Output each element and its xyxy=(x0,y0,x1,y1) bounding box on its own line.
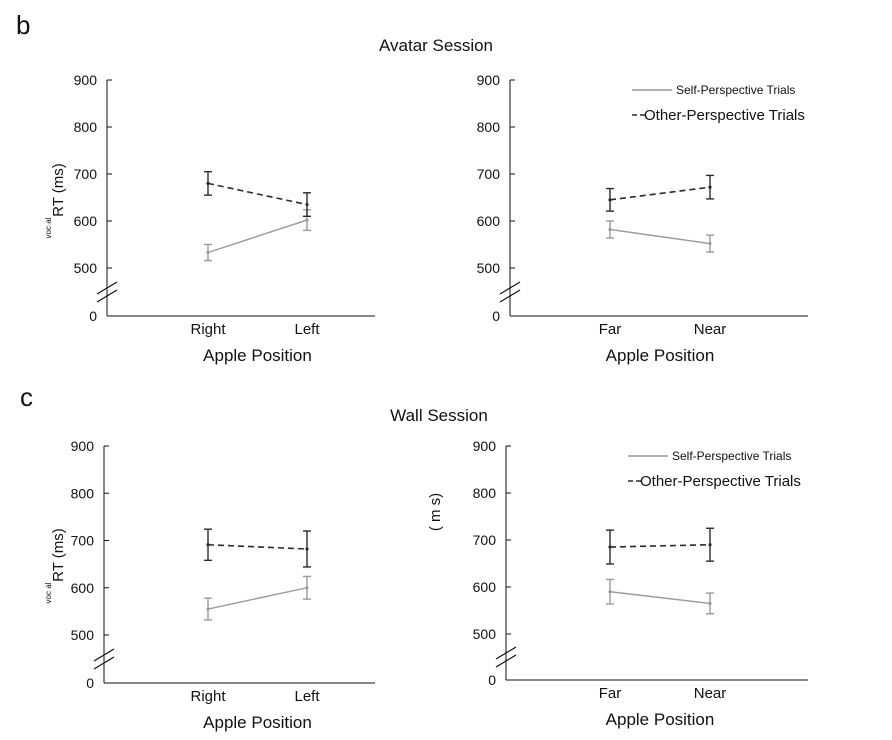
y-tick-label: 900 xyxy=(477,72,501,88)
self-data-point xyxy=(305,218,309,222)
other-data-point xyxy=(608,198,612,202)
y-axis-label-subscript: voc al xyxy=(44,582,53,603)
y-tick-label: 0 xyxy=(488,672,496,688)
y-tick-label: 900 xyxy=(473,438,497,454)
x-tick-label: Right xyxy=(190,688,226,705)
x-axis-label: Apple Position xyxy=(606,710,715,729)
panel-letter-c: c xyxy=(20,382,33,412)
other-data-point xyxy=(708,543,712,547)
axis-break-mark xyxy=(93,648,115,662)
y-tick-label: 600 xyxy=(74,213,98,229)
other-data-point xyxy=(305,202,309,207)
x-tick-label: Far xyxy=(599,321,622,338)
self-data-point xyxy=(608,227,612,232)
y-tick-label: 700 xyxy=(74,166,98,182)
self-data-point xyxy=(206,607,210,611)
self-series-line xyxy=(207,219,308,254)
other-series-line xyxy=(609,543,711,548)
y-tick-label: 800 xyxy=(74,119,98,135)
other-data-point xyxy=(206,181,210,185)
y-tick-label: 800 xyxy=(473,485,497,501)
other-data-point xyxy=(708,185,712,189)
axis-break-mark xyxy=(96,281,118,295)
y-axis-label: RT (ms) xyxy=(50,163,67,217)
other-series-line xyxy=(207,543,308,550)
axis-break-mark xyxy=(96,289,118,303)
x-axis-label: Apple Position xyxy=(203,713,312,732)
x-tick-label: Left xyxy=(294,321,320,338)
y-tick-label: 500 xyxy=(74,260,98,276)
x-axis-label: Apple Position xyxy=(203,346,312,365)
axis-break-mark xyxy=(499,289,521,303)
y-tick-label: 500 xyxy=(473,626,497,642)
y-tick-label: 900 xyxy=(74,72,98,88)
session-title-avatar: Avatar Session xyxy=(379,36,493,55)
y-tick-label: 700 xyxy=(473,532,497,548)
x-tick-label: Left xyxy=(294,688,320,705)
x-tick-label: Near xyxy=(694,321,727,338)
y-axis-label: RT (ms) xyxy=(50,528,67,582)
legend-other-label: Other-Perspective Trials xyxy=(644,107,805,124)
session-title-wall: Wall Session xyxy=(390,406,488,425)
y-tick-label: 600 xyxy=(71,580,95,596)
legend-self-label: Self-Perspective Trials xyxy=(672,449,791,463)
y-tick-label: 700 xyxy=(477,166,501,182)
legend-other-label: Other-Perspective Trials xyxy=(640,473,801,490)
y-tick-label: 800 xyxy=(71,485,95,501)
y-tick-label: 800 xyxy=(477,119,501,135)
y-tick-label: 500 xyxy=(71,627,95,643)
self-data-point xyxy=(708,601,712,606)
axis-break-mark xyxy=(495,646,517,660)
x-tick-label: Near xyxy=(694,685,727,702)
panel-letter-b: b xyxy=(16,10,30,40)
y-tick-label: 0 xyxy=(492,308,500,324)
self-data-point xyxy=(206,250,210,255)
axis-break-mark xyxy=(93,656,115,670)
legend-self-label: Self-Perspective Trials xyxy=(676,83,795,97)
other-series-line xyxy=(609,186,711,201)
y-axis-label: ( m s) xyxy=(427,493,444,531)
y-tick-label: 700 xyxy=(71,533,95,549)
y-tick-label: 600 xyxy=(477,213,501,229)
self-data-point xyxy=(708,241,712,246)
axis-break-mark xyxy=(499,281,521,295)
y-tick-label: 500 xyxy=(477,260,501,276)
self-series-line xyxy=(609,591,711,605)
x-axis-label: Apple Position xyxy=(606,346,715,365)
chart-panel: 0 500 600 700 800 900 Right Left Apple Position R… xyxy=(44,72,375,365)
other-data-point xyxy=(305,547,309,551)
other-series-line xyxy=(207,182,308,206)
y-tick-label: 900 xyxy=(71,438,95,454)
self-series-line xyxy=(609,228,711,245)
x-tick-label: Far xyxy=(599,685,622,702)
y-tick-label: 600 xyxy=(473,579,497,595)
self-data-point xyxy=(305,586,309,590)
chart-panel: 0 500 600 700 800 900 Far Near Apple Position ( m… xyxy=(427,438,808,729)
y-tick-label: 0 xyxy=(89,308,97,324)
self-data-point xyxy=(608,590,612,594)
x-tick-label: Right xyxy=(190,321,226,338)
y-tick-label: 0 xyxy=(86,675,94,691)
chart-panel: 0 500 600 700 800 900 Right Left Apple Position R… xyxy=(44,438,375,732)
other-data-point xyxy=(206,543,210,547)
self-series-line xyxy=(207,587,308,610)
other-data-point xyxy=(608,545,612,549)
y-axis-label-subscript: voc al xyxy=(44,217,53,238)
axis-break-mark xyxy=(495,654,517,668)
chart-panel: 0 500 600 700 800 900 Far Near Apple Position Sel… xyxy=(477,72,808,365)
